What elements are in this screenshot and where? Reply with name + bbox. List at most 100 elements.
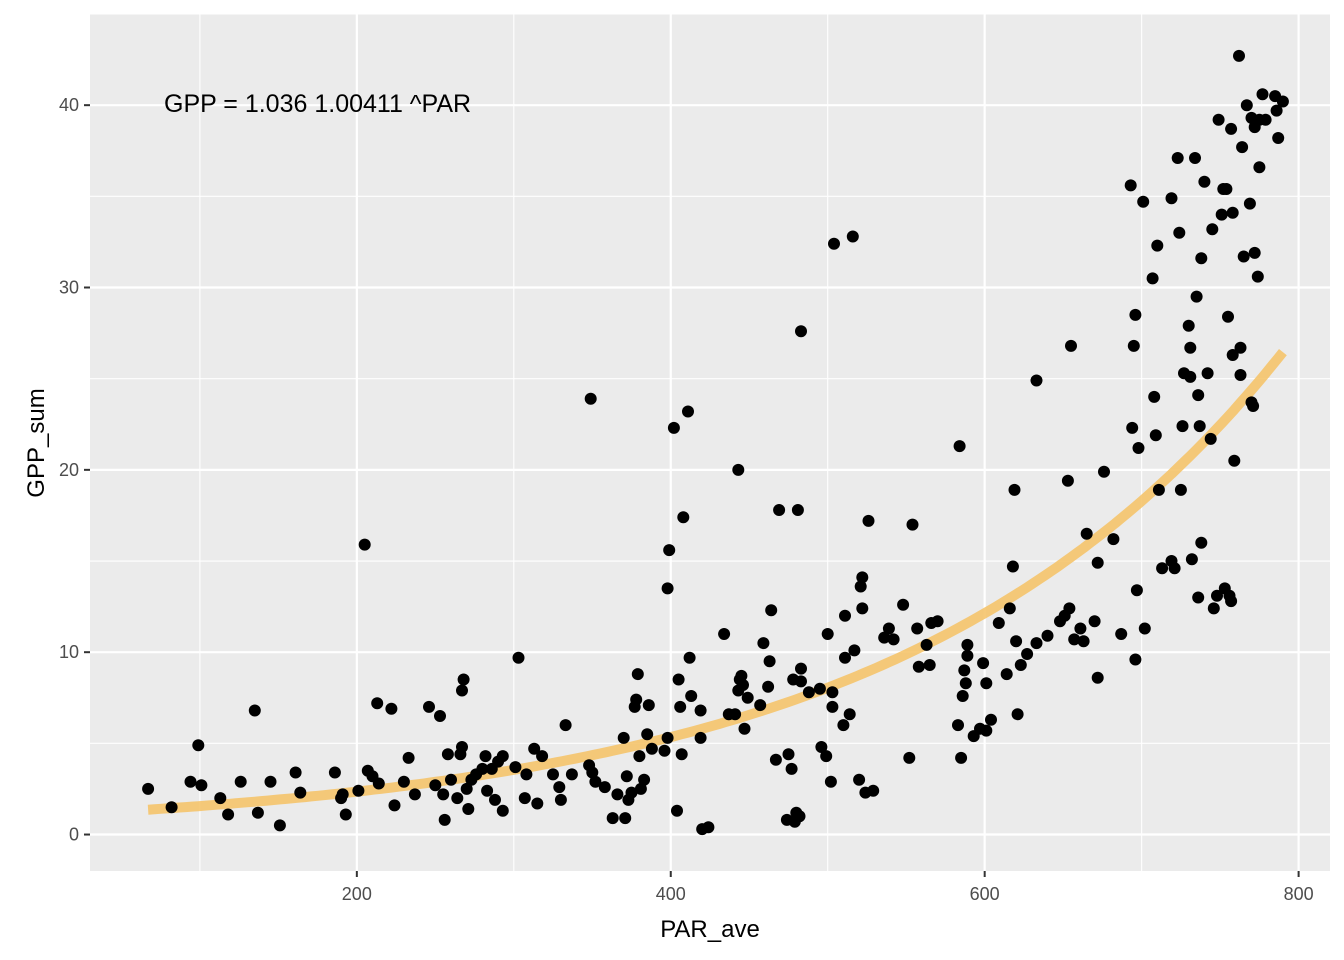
data-point: [1006, 560, 1019, 573]
data-point: [1151, 239, 1164, 252]
data-point: [1063, 602, 1076, 615]
data-point: [1247, 400, 1260, 412]
data-point: [195, 779, 208, 792]
data-point: [496, 750, 509, 763]
data-point: [184, 775, 197, 788]
data-point: [853, 773, 866, 786]
data-point: [1008, 483, 1021, 496]
data-point: [1065, 339, 1077, 352]
data-point: [1174, 483, 1187, 496]
data-point: [1270, 104, 1283, 117]
data-point: [821, 628, 834, 640]
data-point: [336, 788, 349, 801]
data-point: [489, 793, 501, 806]
data-point: [862, 514, 875, 527]
data-point: [682, 405, 694, 418]
data-point: [795, 675, 807, 688]
data-point: [741, 691, 754, 704]
data-point: [959, 677, 972, 690]
y-tick-label: 20: [59, 460, 79, 480]
data-point: [462, 803, 475, 815]
data-point: [1220, 183, 1233, 195]
data-point: [528, 742, 541, 755]
data-point: [824, 775, 837, 788]
data-point: [633, 750, 646, 763]
data-point: [445, 773, 457, 786]
data-point: [559, 719, 572, 732]
data-point: [658, 744, 671, 757]
data-point: [553, 781, 566, 794]
data-point: [339, 808, 352, 821]
data-point: [785, 762, 798, 775]
data-point: [509, 761, 522, 774]
data-point: [1193, 420, 1206, 433]
x-tick-label: 800: [1284, 884, 1314, 904]
data-point: [1204, 432, 1217, 445]
data-point: [839, 651, 851, 664]
data-point: [667, 421, 680, 434]
data-point: [1212, 113, 1225, 126]
data-point: [1091, 671, 1104, 684]
data-point: [931, 615, 944, 628]
data-point: [795, 325, 807, 338]
data-point: [1243, 197, 1256, 210]
data-point: [956, 690, 969, 702]
x-axis: 200 400 600 800: [342, 871, 1314, 904]
data-point: [1185, 553, 1198, 566]
data-point: [1168, 562, 1181, 575]
data-point: [1198, 175, 1211, 188]
data-point: [641, 728, 654, 741]
data-point: [1126, 421, 1139, 434]
data-point: [1149, 429, 1162, 442]
data-point: [848, 644, 861, 657]
data-point: [694, 731, 707, 744]
data-point: [456, 741, 468, 753]
data-point: [1272, 132, 1285, 144]
data-point: [1226, 349, 1239, 361]
data-point: [887, 633, 900, 646]
data-point: [1130, 584, 1143, 597]
data-point: [985, 713, 997, 726]
data-point: [438, 813, 451, 826]
data-point: [846, 230, 859, 243]
data-point: [738, 722, 751, 735]
data-point: [598, 781, 611, 794]
data-point: [476, 762, 489, 775]
data-point: [843, 708, 856, 721]
data-point: [565, 768, 578, 781]
data-point: [955, 751, 968, 764]
data-point: [1234, 341, 1247, 354]
data-point: [1222, 310, 1234, 323]
data-point: [1182, 319, 1195, 332]
data-point: [757, 637, 770, 650]
data-point: [496, 804, 509, 817]
data-point: [518, 792, 531, 805]
data-point: [1041, 629, 1054, 642]
data-point: [795, 662, 807, 675]
data-point: [729, 708, 742, 721]
data-point: [1010, 635, 1023, 648]
data-point: [1225, 595, 1238, 608]
major-gridlines: [90, 14, 1330, 871]
data-point: [1098, 465, 1110, 478]
data-point: [1215, 208, 1228, 221]
y-tick-label: 30: [59, 278, 79, 298]
data-point: [423, 700, 435, 713]
data-point: [820, 750, 833, 763]
equation-annotation: GPP = 1.036 1.00411 ^PAR: [164, 90, 471, 118]
data-point: [1201, 367, 1214, 380]
data-point: [1074, 622, 1087, 635]
data-point: [645, 742, 658, 755]
data-point: [1091, 556, 1104, 569]
data-point: [273, 819, 286, 832]
data-point: [554, 793, 567, 806]
data-point: [352, 784, 365, 797]
data-point: [661, 582, 674, 595]
data-point: [611, 788, 624, 801]
data-point: [372, 777, 385, 790]
data-point: [882, 622, 895, 635]
data-point: [294, 786, 307, 799]
data-point: [980, 724, 993, 737]
data-point: [1251, 270, 1264, 283]
